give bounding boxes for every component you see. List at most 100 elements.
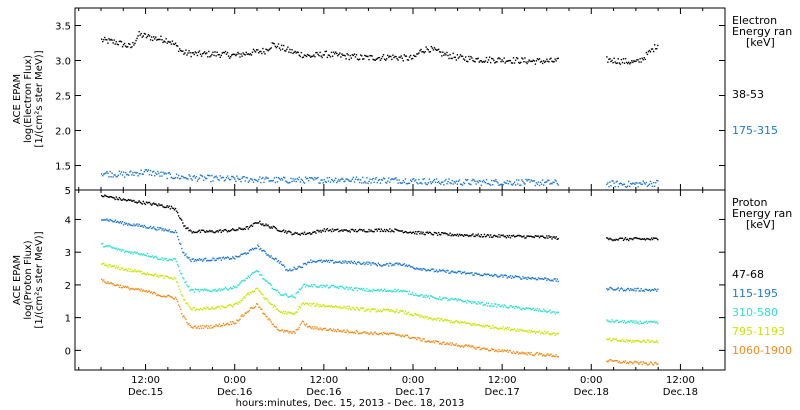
data-point xyxy=(514,275,517,277)
data-point xyxy=(632,61,634,64)
data-point xyxy=(129,289,131,291)
data-point xyxy=(318,54,320,57)
data-point xyxy=(231,305,233,307)
data-point xyxy=(403,312,406,315)
data-point xyxy=(640,183,642,185)
data-point xyxy=(547,60,549,62)
data-point xyxy=(297,51,299,54)
data-point xyxy=(355,176,358,178)
data-point xyxy=(480,348,482,350)
data-point xyxy=(388,309,390,312)
data-point xyxy=(432,318,435,320)
data-point xyxy=(147,227,150,229)
data-point xyxy=(275,227,278,230)
data-point xyxy=(644,321,647,324)
data-point xyxy=(312,303,314,305)
data-point xyxy=(551,60,553,62)
data-point xyxy=(614,61,616,63)
data-point xyxy=(646,339,649,341)
data-point xyxy=(423,52,425,54)
data-point xyxy=(167,230,169,232)
data-point xyxy=(168,294,170,297)
data-point xyxy=(431,233,434,236)
data-point xyxy=(353,308,356,310)
data-point xyxy=(393,264,395,267)
data-point xyxy=(212,180,214,182)
data-point xyxy=(612,180,614,182)
data-point xyxy=(193,307,195,309)
data-point xyxy=(267,318,269,321)
data-point xyxy=(642,289,644,292)
data-point xyxy=(425,270,427,272)
data-point xyxy=(240,315,242,317)
data-point xyxy=(429,295,432,297)
data-point xyxy=(644,288,647,291)
data-point xyxy=(534,63,537,65)
data-point xyxy=(637,59,639,61)
data-point xyxy=(530,179,532,181)
data-point xyxy=(421,232,423,235)
data-point xyxy=(479,180,481,182)
data-point xyxy=(107,245,109,247)
data-point xyxy=(262,249,264,252)
data-point xyxy=(610,287,612,289)
data-point xyxy=(305,178,308,180)
data-point xyxy=(314,326,316,328)
data-point xyxy=(635,320,637,322)
data-point xyxy=(124,223,127,225)
data-point xyxy=(627,180,630,183)
data-point xyxy=(233,229,235,231)
data-point xyxy=(504,182,506,184)
data-point xyxy=(648,183,651,185)
data-point xyxy=(215,175,217,177)
data-point xyxy=(421,340,423,342)
data-point xyxy=(608,288,610,290)
data-point xyxy=(634,287,636,290)
data-point xyxy=(367,309,369,311)
data-point xyxy=(197,288,200,291)
data-point xyxy=(314,176,316,179)
data-point xyxy=(388,265,390,267)
data-point xyxy=(448,319,450,322)
data-point xyxy=(503,274,505,276)
data-point xyxy=(642,59,644,61)
data-point xyxy=(127,285,129,288)
data-point xyxy=(184,281,186,284)
data-point xyxy=(222,176,225,179)
data-point xyxy=(150,274,153,276)
xtick-label-time: 12:00 xyxy=(131,375,160,386)
data-point xyxy=(447,299,449,302)
data-point xyxy=(434,318,437,320)
data-point xyxy=(199,174,202,176)
data-point xyxy=(362,307,364,309)
data-point xyxy=(492,183,494,186)
data-point xyxy=(359,288,362,291)
data-point xyxy=(444,318,446,321)
data-point xyxy=(606,287,608,290)
data-point xyxy=(524,57,526,59)
data-point xyxy=(532,59,534,61)
data-point xyxy=(537,277,540,279)
data-point xyxy=(249,307,252,309)
data-point xyxy=(117,284,120,287)
data-point xyxy=(508,276,511,278)
data-point xyxy=(615,62,617,65)
data-point xyxy=(467,322,469,324)
xtick-label-time: 0:00 xyxy=(223,375,245,386)
data-point xyxy=(216,257,218,260)
data-point xyxy=(148,173,151,176)
data-point xyxy=(385,228,388,231)
data-point xyxy=(435,340,438,342)
data-point xyxy=(333,53,336,55)
data-point xyxy=(114,174,116,176)
data-point xyxy=(398,230,400,232)
data-point xyxy=(417,183,419,185)
data-point xyxy=(155,228,157,231)
data-point xyxy=(608,338,610,341)
data-point xyxy=(479,60,481,62)
data-point xyxy=(429,51,432,53)
data-point xyxy=(445,271,447,274)
data-point xyxy=(549,309,551,311)
data-point xyxy=(411,291,414,294)
data-point xyxy=(206,306,208,308)
